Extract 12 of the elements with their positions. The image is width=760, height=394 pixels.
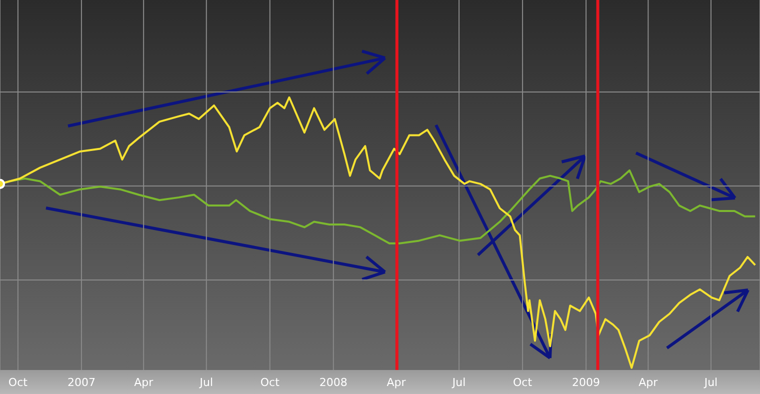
x-tick-label: Oct — [513, 376, 533, 389]
x-tick-label: Jul — [703, 376, 718, 389]
x-tick-label: Oct — [260, 376, 280, 389]
x-tick-label: Apr — [386, 376, 406, 389]
x-tick-label: 2007 — [67, 376, 96, 389]
x-tick-label: Apr — [134, 376, 154, 389]
x-tick-label: Apr — [638, 376, 658, 389]
x-tick-label: Jul — [451, 376, 466, 389]
x-tick-label: Jul — [198, 376, 214, 389]
x-tick-label: 2008 — [319, 376, 348, 389]
x-tick-label: Oct — [8, 376, 28, 389]
x-tick-label: 2009 — [572, 376, 600, 389]
